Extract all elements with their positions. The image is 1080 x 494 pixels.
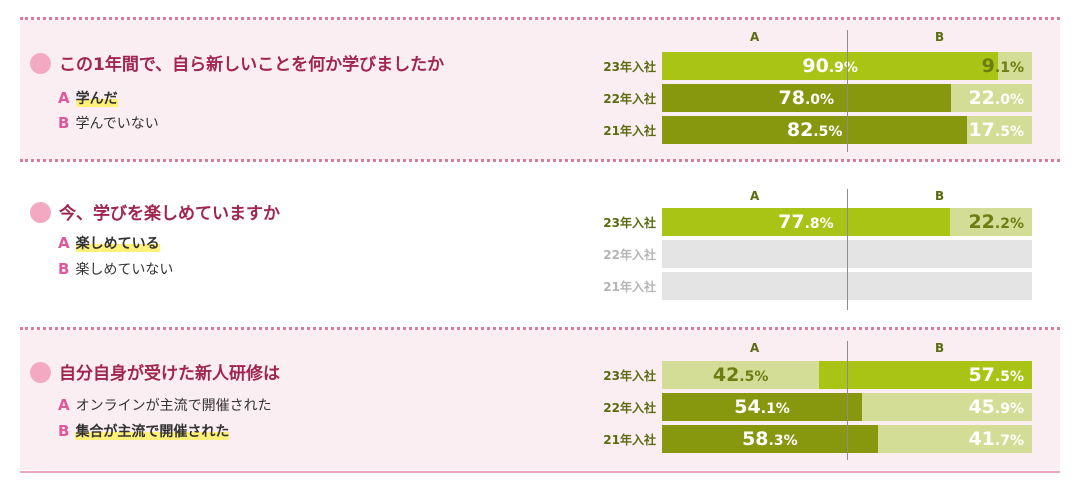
question-title: 自分自身が受けた新人研修は bbox=[30, 359, 280, 384]
data-label-integer: 54 bbox=[734, 396, 761, 418]
data-label-decimal: .0% bbox=[994, 92, 1024, 108]
row-label: 22年入社 bbox=[603, 92, 656, 106]
data-label: 54.1% bbox=[734, 396, 790, 418]
row-label: 23年入社 bbox=[603, 216, 656, 230]
data-label-decimal: .5% bbox=[739, 369, 769, 385]
data-label-integer: 57 bbox=[968, 364, 995, 386]
center-divider-line bbox=[847, 189, 848, 310]
data-label: 82.5% bbox=[787, 119, 843, 141]
bullet-circle-icon bbox=[30, 53, 51, 74]
dotted-separator bbox=[20, 327, 1060, 330]
bar-segment-a: 54.1% bbox=[662, 393, 863, 421]
option-b: B 楽しめていない bbox=[58, 260, 174, 278]
bar-segment-b: 45.9% bbox=[862, 393, 1032, 421]
option-a: A オンラインが主流で開催された bbox=[58, 396, 272, 414]
row-label: 21年入社 bbox=[603, 124, 656, 138]
question-title: 今、学びを楽しめていますか bbox=[30, 199, 280, 224]
option-a: A 学んだ bbox=[58, 89, 118, 107]
row-label: 22年入社 bbox=[603, 248, 656, 262]
data-label: 57.5% bbox=[968, 364, 1024, 386]
column-label-b: B bbox=[935, 30, 945, 44]
row-label: 23年入社 bbox=[603, 60, 656, 74]
bar-segment-a: 90.9% bbox=[662, 52, 999, 80]
data-label-decimal: .2% bbox=[994, 216, 1024, 232]
data-label: 77.8% bbox=[778, 211, 834, 233]
data-label: 22.0% bbox=[968, 87, 1024, 109]
data-label: 22.2% bbox=[968, 211, 1024, 233]
question-title: この1年間で、自ら新しいことを何か学びましたか bbox=[30, 50, 444, 75]
data-label-integer: 58 bbox=[742, 428, 769, 450]
bar-segment-b: 9.1% bbox=[982, 52, 1032, 80]
bar-segment-b: 17.5% bbox=[967, 116, 1032, 144]
data-label: 9.1% bbox=[982, 55, 1024, 77]
center-divider-line bbox=[847, 341, 848, 460]
data-label: 41.7% bbox=[968, 428, 1024, 450]
data-label-integer: 42 bbox=[712, 364, 740, 386]
data-label-decimal: .5% bbox=[994, 369, 1024, 385]
column-label-a: A bbox=[750, 30, 760, 44]
column-label-b: B bbox=[935, 341, 945, 355]
bar-segment-b: 22.2% bbox=[949, 208, 1032, 236]
option-b: B 学んでいない bbox=[58, 114, 159, 132]
bar-segment-b: 57.5% bbox=[819, 361, 1032, 389]
option-a: A 楽しめている bbox=[58, 234, 160, 252]
data-label-decimal: .3% bbox=[768, 433, 798, 449]
bar-segment-a: 78.0% bbox=[662, 84, 951, 112]
data-label: 90.9% bbox=[802, 55, 858, 77]
column-label-b: B bbox=[935, 189, 945, 203]
data-label-decimal: .8% bbox=[804, 216, 834, 232]
data-label-integer: 17 bbox=[968, 119, 995, 141]
bar-row: 58.3% 41.7% bbox=[662, 425, 1032, 453]
data-label-decimal: .5% bbox=[994, 124, 1024, 140]
row-label: 23年入社 bbox=[603, 369, 656, 383]
data-label-decimal: .7% bbox=[994, 433, 1024, 449]
bottom-border bbox=[20, 471, 1060, 473]
data-label-integer: 22 bbox=[968, 211, 995, 233]
bar-segment-b: 22.0% bbox=[950, 84, 1032, 112]
data-label-decimal: .9% bbox=[828, 60, 858, 76]
row-label: 21年入社 bbox=[603, 433, 656, 447]
data-label-integer: 22 bbox=[968, 87, 995, 109]
bar-segment-a: 42.5% bbox=[662, 361, 820, 389]
data-label-integer: 90 bbox=[802, 55, 829, 77]
data-label-decimal: .0% bbox=[804, 92, 835, 108]
bar-segment-a: 82.5% bbox=[662, 116, 968, 144]
bar-segment-a: 77.8% bbox=[662, 208, 950, 236]
data-label-decimal: .1% bbox=[760, 401, 790, 417]
bullet-circle-icon bbox=[30, 202, 51, 223]
data-label-integer: 45 bbox=[968, 396, 995, 418]
row-label: 21年入社 bbox=[603, 280, 656, 294]
data-label: 17.5% bbox=[968, 119, 1024, 141]
column-label-a: A bbox=[750, 341, 760, 355]
data-label-decimal: .1% bbox=[994, 60, 1024, 76]
bar-segment-a: 58.3% bbox=[662, 425, 878, 453]
option-b: B 集合が主流で開催された bbox=[58, 422, 230, 440]
data-label: 78.0% bbox=[779, 87, 835, 109]
data-label-integer: 82 bbox=[786, 119, 814, 141]
data-label-integer: 41 bbox=[968, 428, 995, 450]
center-divider-line bbox=[847, 30, 848, 152]
dotted-separator bbox=[20, 17, 1060, 20]
data-label-integer: 78 bbox=[778, 87, 805, 109]
data-label: 45.9% bbox=[968, 396, 1024, 418]
data-label: 42.5% bbox=[713, 364, 769, 386]
data-label-decimal: .9% bbox=[994, 401, 1024, 417]
dotted-separator bbox=[20, 159, 1060, 162]
data-label-integer: 77 bbox=[778, 211, 805, 233]
data-label-decimal: .5% bbox=[813, 124, 843, 140]
data-label: 58.3% bbox=[742, 428, 798, 450]
row-label: 22年入社 bbox=[603, 401, 656, 415]
data-label-integer: 9 bbox=[981, 55, 995, 77]
bar-segment-b: 41.7% bbox=[877, 425, 1032, 453]
bullet-circle-icon bbox=[30, 362, 51, 383]
column-label-a: A bbox=[750, 189, 760, 203]
